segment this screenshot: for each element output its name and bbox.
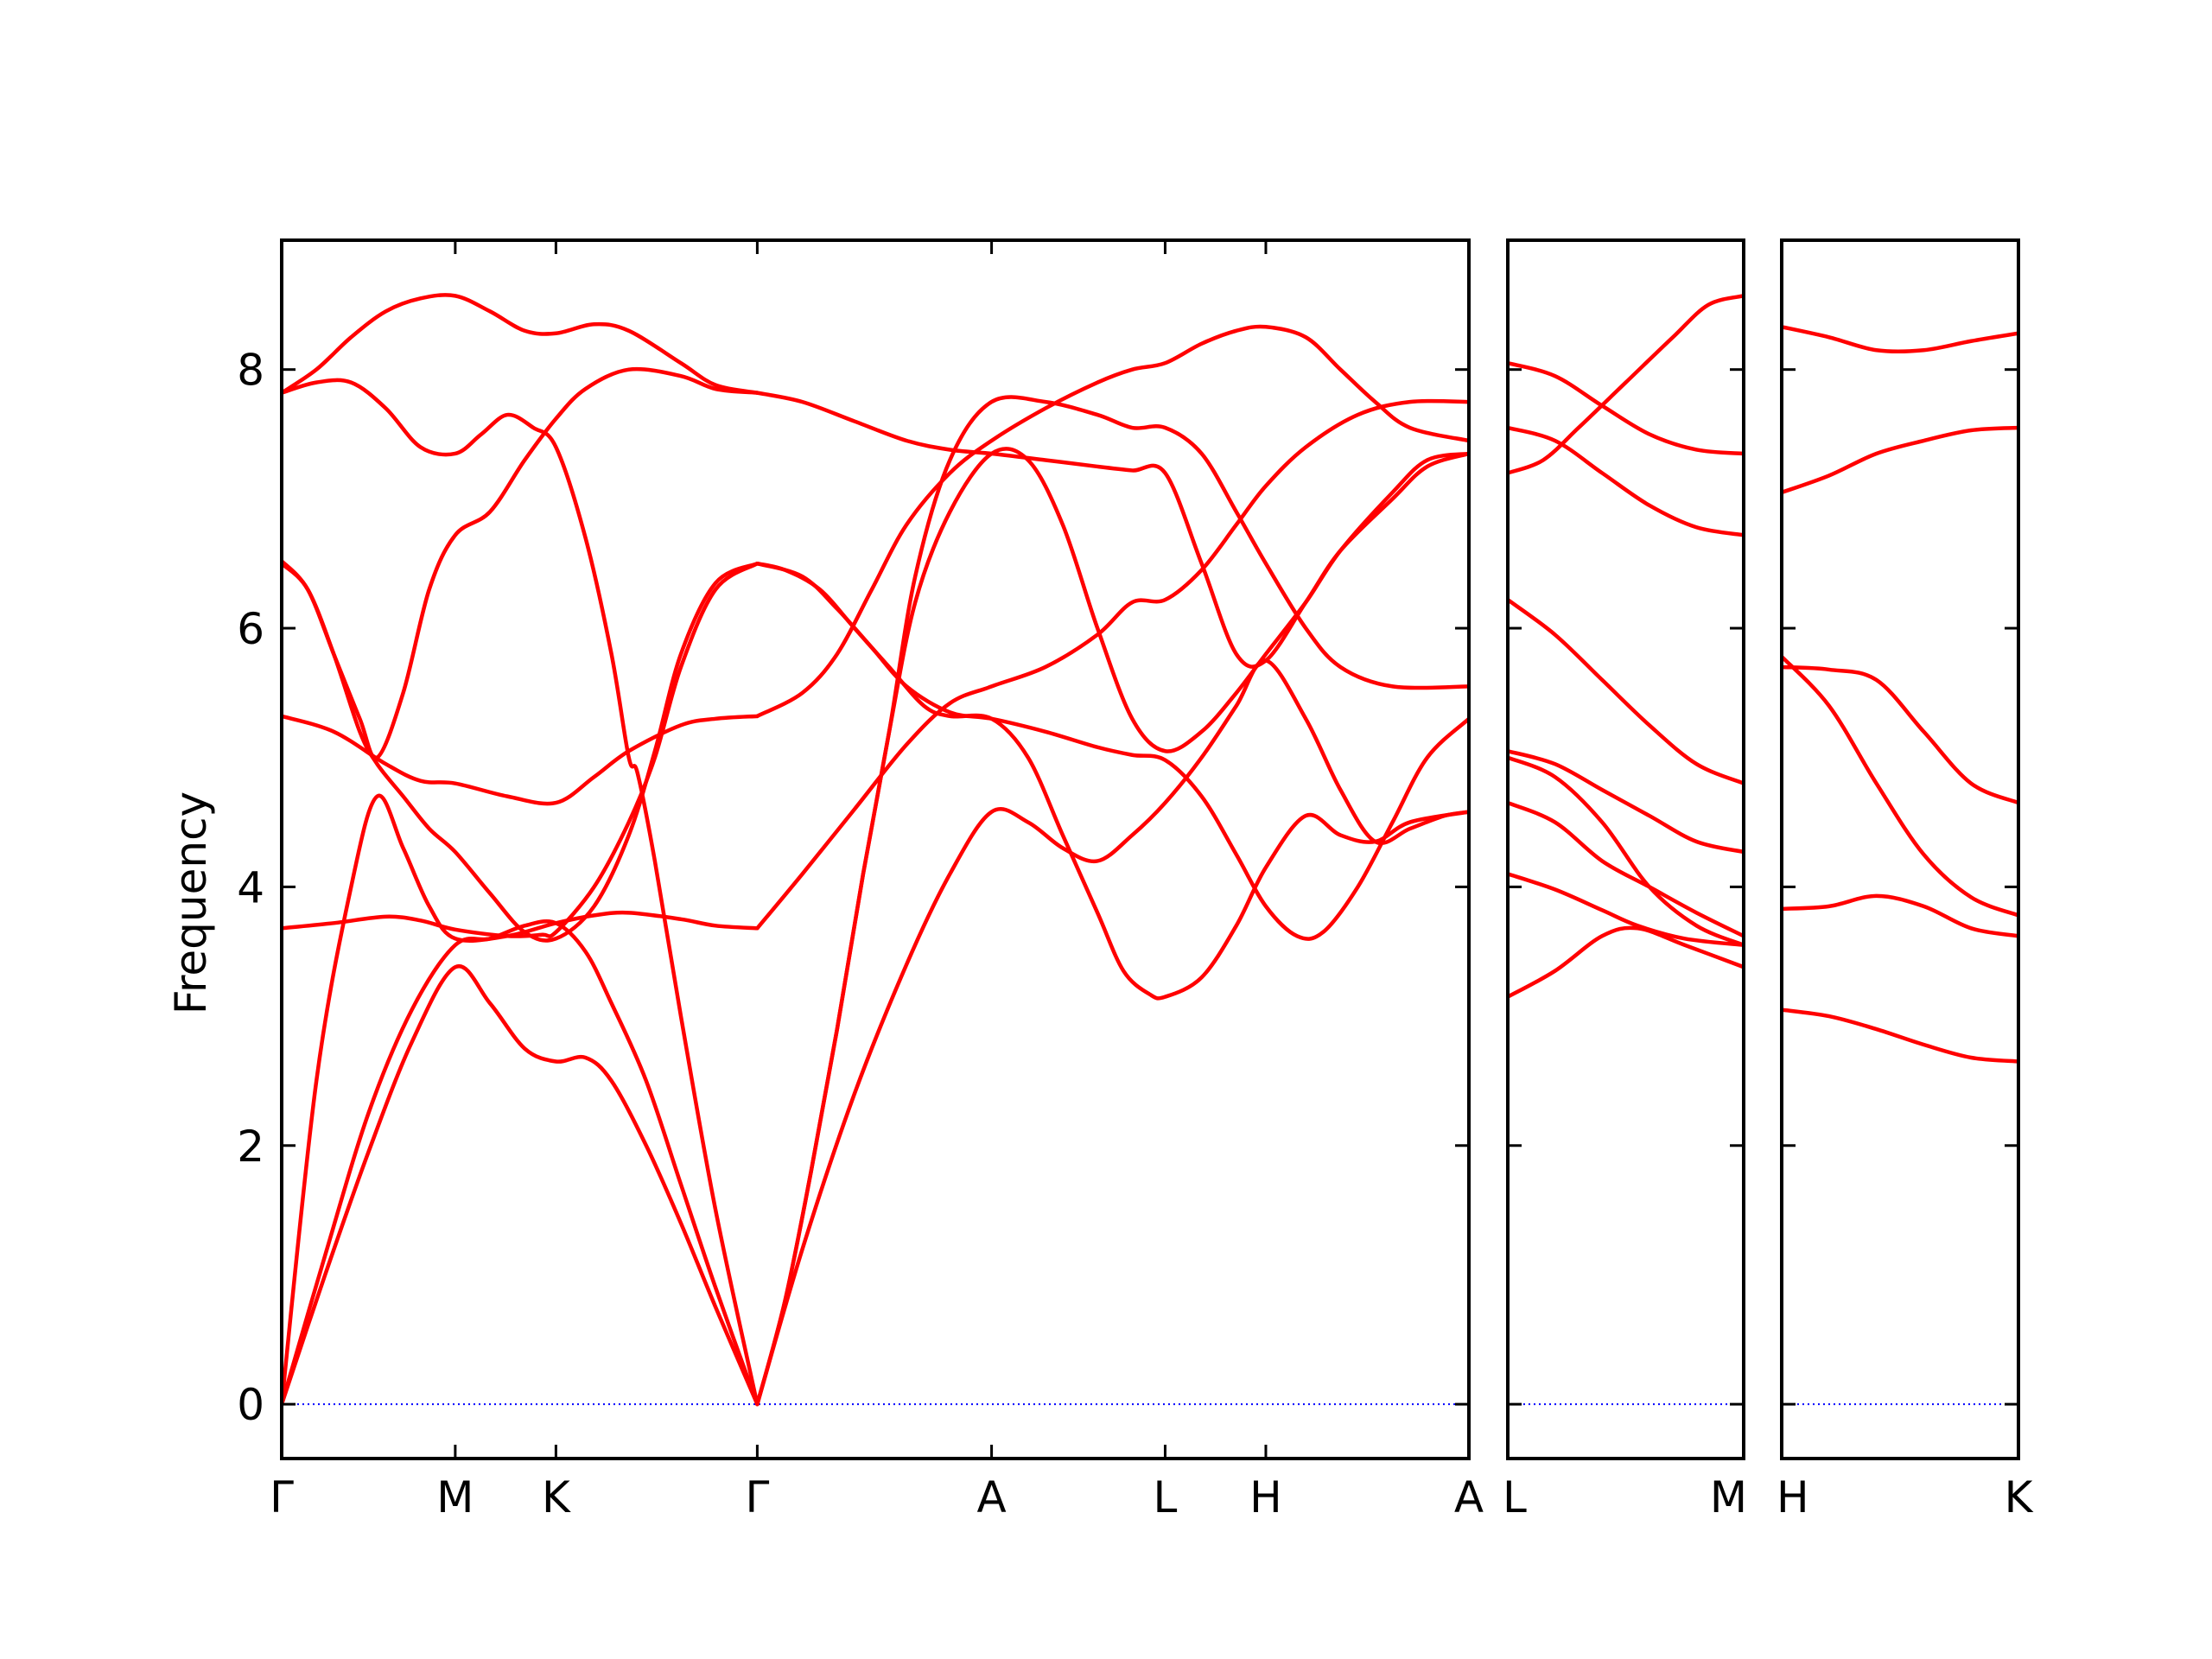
x-tick-label: A <box>976 1472 1006 1522</box>
band-line-2 <box>1508 872 1744 948</box>
band-line-8 <box>1508 360 1744 456</box>
band-line-6 <box>282 561 760 943</box>
band-line-1 <box>1782 1007 2018 1064</box>
band-line-17 <box>755 395 1469 1407</box>
x-tick-label: K <box>542 1472 571 1522</box>
band-line-6 <box>1508 597 1744 785</box>
band-line-6 <box>1782 325 2018 354</box>
band-line-5 <box>1508 748 1744 855</box>
band-line-3 <box>1782 654 2018 918</box>
band-line-3 <box>282 793 760 1407</box>
x-tick-label: K <box>2005 1472 2034 1522</box>
band-line-7 <box>1508 425 1744 537</box>
x-tick-label: Γ <box>270 1472 294 1522</box>
band-line-14 <box>755 561 1469 1001</box>
panel-frame <box>1506 238 1745 1460</box>
x-tick-label: Γ <box>745 1472 769 1522</box>
band-line-10 <box>755 658 1469 1407</box>
x-tick-label: H <box>1777 1472 1809 1522</box>
band-line-1 <box>282 963 760 1407</box>
band-series-group <box>1508 294 1744 999</box>
band-line-3 <box>1508 800 1744 938</box>
x-tick-label: M <box>1710 1472 1747 1522</box>
y-tick-label: 4 <box>237 862 264 912</box>
x-tick-label: A <box>1454 1472 1484 1522</box>
band-line-12 <box>755 324 1469 719</box>
band-line-5 <box>1782 425 2018 495</box>
band-line-2 <box>1782 893 2018 938</box>
band-line-9 <box>282 293 760 395</box>
band-line-16 <box>755 447 1469 1407</box>
x-tick-label: L <box>1154 1472 1178 1522</box>
panel-frame <box>280 238 1471 1460</box>
y-axis-label: Frequency <box>166 791 216 1014</box>
band-line-4 <box>282 561 760 938</box>
x-tick-label: M <box>436 1472 474 1522</box>
band-line-5 <box>282 714 760 806</box>
y-tick-label: 0 <box>237 1380 264 1430</box>
band-line-4 <box>1782 664 2018 805</box>
y-tick-label: 8 <box>237 346 264 396</box>
band-line-11 <box>755 398 1469 931</box>
y-tick-label: 6 <box>237 604 264 654</box>
band-line-9 <box>1508 294 1744 475</box>
band-line-7 <box>282 366 760 760</box>
band-line-15 <box>755 391 1469 669</box>
x-tick-label: L <box>1503 1472 1527 1522</box>
band-series-group <box>282 293 1469 1407</box>
band-line-4 <box>1508 755 1744 948</box>
panel-main: 0 2 4 6 8 Γ M K Γ A L H A <box>237 238 1484 1522</box>
band-line-8 <box>282 378 760 1407</box>
y-tick-label: 2 <box>237 1122 264 1172</box>
x-tick-label: H <box>1249 1472 1282 1522</box>
panel-frame <box>1780 238 2020 1460</box>
band-line-1 <box>1508 925 1744 999</box>
band-series-group <box>1782 325 2018 1064</box>
band-line-2 <box>282 919 760 1407</box>
